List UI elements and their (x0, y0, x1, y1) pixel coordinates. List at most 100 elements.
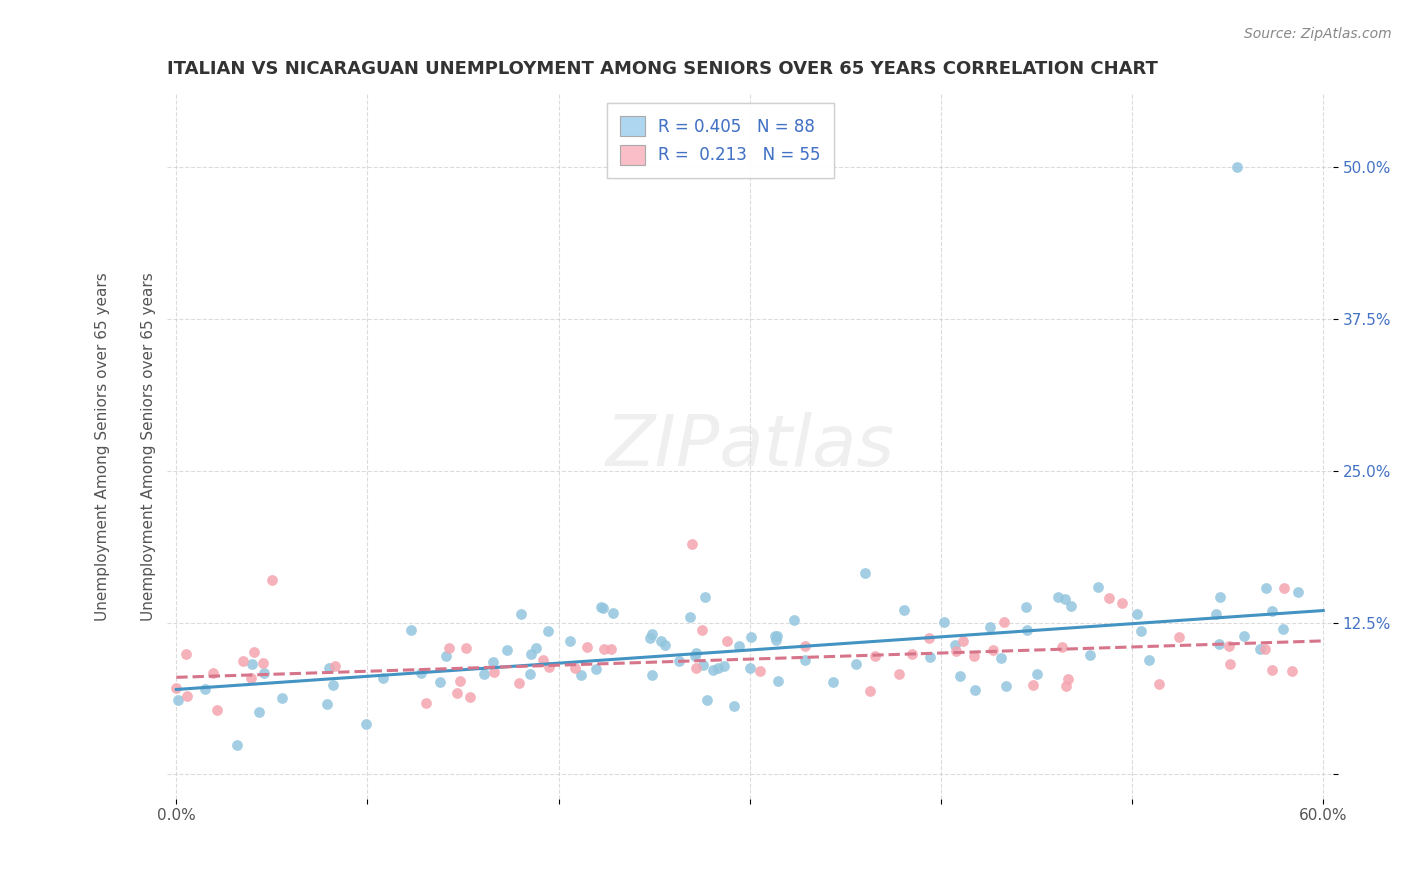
Point (685, 646, 707, 660)
Point (167, 693, 190, 707)
Point (323, 659, 346, 673)
Point (472, 667, 495, 681)
Point (226, 738, 249, 752)
Point (482, 665, 505, 679)
Point (401, 623, 423, 637)
Point (591, 600, 613, 615)
Point (600, 641, 623, 656)
Point (1050, 640, 1073, 654)
Point (1281, 664, 1303, 678)
Point (638, 631, 661, 645)
Point (893, 603, 915, 617)
Point (1233, 629, 1256, 643)
Point (593, 642, 616, 657)
Point (446, 686, 468, 700)
Point (1286, 585, 1309, 599)
Point (765, 629, 787, 643)
Point (354, 716, 377, 731)
Point (482, 655, 505, 669)
Point (1087, 580, 1109, 594)
Text: Source: ZipAtlas.com: Source: ZipAtlas.com (1244, 27, 1392, 41)
Point (271, 691, 294, 706)
Point (495, 643, 517, 657)
Point (650, 634, 672, 648)
Point (901, 647, 924, 661)
Point (766, 673, 789, 688)
Point (990, 651, 1012, 665)
Point (1205, 607, 1227, 621)
Legend: R = 0.405   N = 88, R =  0.213   N = 55: R = 0.405 N = 88, R = 0.213 N = 55 (606, 103, 834, 178)
Point (201, 665, 224, 680)
Point (716, 633, 738, 648)
Point (1130, 624, 1153, 639)
Point (995, 679, 1018, 693)
Point (1208, 637, 1230, 651)
Point (1254, 581, 1277, 595)
Point (165, 681, 187, 695)
Point (322, 677, 344, 691)
Point (205, 703, 228, 717)
Point (794, 653, 817, 667)
Point (1226, 161, 1249, 175)
Point (176, 648, 198, 662)
Point (569, 667, 592, 681)
Point (692, 658, 714, 673)
Point (853, 566, 876, 581)
Point (823, 674, 845, 689)
Point (679, 610, 702, 624)
Point (526, 640, 548, 655)
Point (1078, 648, 1101, 662)
Point (240, 657, 263, 671)
Point (243, 645, 266, 659)
Point (641, 626, 664, 640)
Point (683, 649, 706, 664)
Point (783, 613, 806, 627)
Point (845, 657, 868, 672)
Point (738, 661, 761, 675)
Point (247, 705, 270, 719)
Point (963, 683, 986, 698)
Point (592, 601, 614, 615)
Point (945, 643, 967, 657)
Point (728, 639, 751, 653)
Point (1137, 653, 1160, 667)
Point (863, 649, 886, 664)
Point (560, 634, 582, 648)
Point (702, 663, 724, 677)
Point (252, 656, 274, 670)
Point (932, 615, 955, 629)
Point (641, 668, 664, 682)
Text: Unemployment Among Seniors over 65 years: Unemployment Among Seniors over 65 years (96, 272, 110, 621)
Point (564, 661, 586, 675)
Point (1218, 639, 1240, 653)
Point (415, 696, 437, 710)
Point (952, 634, 974, 648)
Point (993, 615, 1015, 630)
Point (887, 667, 910, 681)
Point (1111, 596, 1133, 610)
Point (509, 607, 531, 621)
Point (519, 666, 541, 681)
Point (240, 671, 263, 685)
Point (176, 690, 198, 704)
Point (859, 684, 882, 698)
Point (668, 654, 690, 668)
Point (1054, 679, 1077, 693)
Point (318, 660, 340, 674)
Point (681, 537, 703, 551)
Point (508, 676, 530, 690)
Point (537, 660, 560, 674)
Point (707, 661, 730, 675)
Point (948, 669, 970, 683)
Point (194, 682, 217, 697)
Point (1167, 630, 1189, 644)
Point (437, 641, 460, 656)
Point (696, 692, 718, 706)
Point (449, 673, 471, 688)
Point (943, 638, 966, 652)
Text: ZIPatlas: ZIPatlas (606, 412, 894, 481)
Point (1097, 591, 1119, 606)
Point (576, 640, 599, 655)
Point (1261, 604, 1284, 618)
Point (1046, 590, 1069, 604)
